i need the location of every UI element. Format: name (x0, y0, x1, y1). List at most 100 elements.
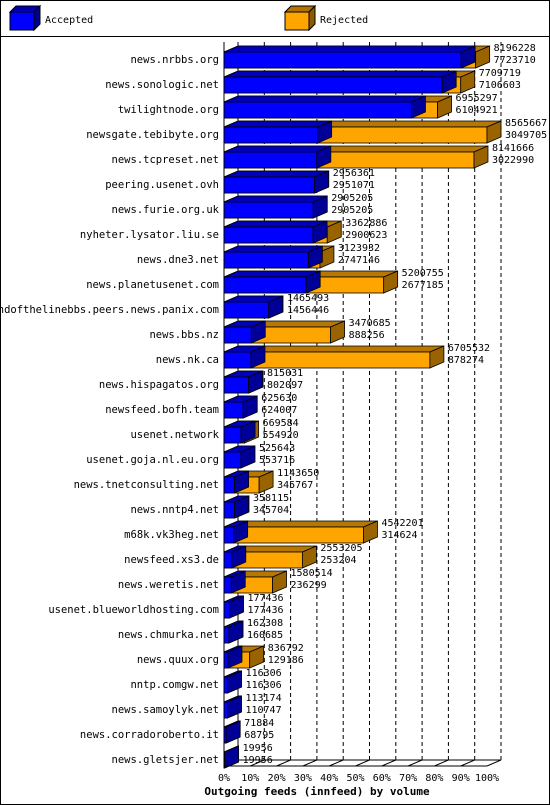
y-tick-label: newsfeed.xs3.de (124, 554, 219, 566)
value-label: 345704 (253, 505, 289, 516)
x-tick (355, 759, 370, 767)
value-label: 177436 (247, 593, 283, 604)
bar-top (223, 145, 331, 153)
bar (223, 276, 307, 294)
bar-side (314, 170, 330, 194)
value-label: 2905205 (331, 205, 373, 216)
value-label: 253204 (320, 555, 356, 566)
y-tick-label: news.weretis.net (118, 579, 219, 591)
value-label: 116306 (246, 668, 282, 679)
bar (223, 526, 235, 544)
value-label: 8196228 (494, 43, 536, 54)
value-label: 2951071 (333, 180, 375, 191)
y-tick-label: twilightnode.org (118, 104, 219, 116)
y-tick-label: news.chmurka.net (118, 629, 219, 641)
x-tick-label: 0% (218, 773, 230, 784)
value-label: 2900623 (345, 230, 387, 241)
bar (223, 576, 232, 594)
value-label: 836792 (268, 643, 304, 654)
bar-side (301, 545, 317, 569)
bar-side (317, 120, 333, 144)
bar (223, 426, 242, 444)
bar-side (248, 370, 264, 394)
y-tick-label: news.gletsjer.net (112, 754, 219, 766)
value-label: 4542201 (381, 518, 423, 529)
y-tick-label: news.nk.ca (156, 354, 219, 366)
bar-side (242, 395, 258, 419)
value-label: 19956 (243, 743, 273, 754)
bar-side (486, 120, 502, 144)
value-label: 6705532 (448, 343, 490, 354)
value-label: 553716 (259, 455, 295, 466)
bar-side (231, 545, 247, 569)
y-tick-label: news.dne3.net (137, 254, 219, 266)
value-label: 625630 (261, 393, 297, 404)
bar-side (240, 445, 256, 469)
value-label: 1580514 (291, 568, 333, 579)
y-tick-label: news.quux.org (137, 654, 219, 666)
value-label: 3049705 (505, 130, 547, 141)
value-label: 7709719 (479, 68, 521, 79)
x-tick-label: 70% (399, 773, 417, 784)
bar (223, 501, 236, 519)
value-label: 7723710 (494, 55, 536, 66)
value-label: 3470685 (349, 318, 391, 329)
value-label: 314624 (381, 530, 417, 541)
x-axis-title: Outgoing feeds (innfeed) by volume (204, 785, 430, 798)
bar-side (250, 320, 266, 344)
value-label: 160685 (247, 630, 283, 641)
bar-top (223, 270, 321, 278)
bar-side (312, 220, 328, 244)
value-label: 525643 (259, 443, 295, 454)
x-tick (407, 759, 423, 767)
value-label: 162308 (247, 618, 283, 629)
x-tick (434, 759, 449, 767)
value-label: 19956 (243, 755, 273, 766)
bar (223, 626, 230, 644)
x-tick-label: 50% (346, 773, 364, 784)
x-tick-label: 20% (268, 773, 286, 784)
x-tick-label: 100% (475, 773, 499, 784)
value-label: 3362886 (345, 218, 387, 229)
bar-side (230, 570, 246, 594)
y-tick-label: nyheter.lysator.liu.se (80, 229, 219, 241)
bar (223, 251, 309, 269)
bar-side (437, 95, 452, 119)
bar-side (383, 270, 399, 294)
bar (223, 176, 316, 194)
bar (223, 676, 228, 694)
y-tick-label: news.furie.org.uk (112, 204, 220, 216)
y-tick-label: news.hispagatos.org (99, 379, 219, 391)
value-label: 3022990 (492, 155, 534, 166)
bar-side (227, 695, 242, 719)
x-tick (381, 759, 396, 767)
x-tick (250, 759, 265, 767)
value-label: 554920 (263, 430, 299, 441)
bar-side (228, 620, 244, 644)
bar-side (429, 345, 445, 369)
y-tick-label: news.tnetconsulting.net (74, 479, 219, 491)
bar-side (250, 345, 266, 369)
value-label: 2905205 (331, 193, 373, 204)
value-label: 2956361 (333, 168, 375, 179)
bar-side (240, 420, 256, 444)
x-tick (486, 759, 502, 767)
value-label: 3123932 (338, 243, 380, 254)
value-label: 236299 (291, 580, 327, 591)
bar-side (312, 195, 328, 219)
bar-side (268, 295, 284, 319)
bar-top (223, 45, 476, 53)
bar (223, 101, 412, 119)
y-tick-label: news.nntp4.net (130, 504, 219, 516)
x-tick (460, 759, 475, 767)
y-tick-label: news.tcpreset.net (112, 154, 219, 166)
bar-side (363, 520, 378, 544)
x-tick-label: 60% (373, 773, 391, 784)
bar-side (225, 720, 241, 744)
bar-side (460, 70, 476, 94)
bar-side (227, 670, 242, 694)
bar-side (224, 745, 240, 769)
bar (223, 326, 252, 344)
legend-swatch (284, 11, 310, 31)
